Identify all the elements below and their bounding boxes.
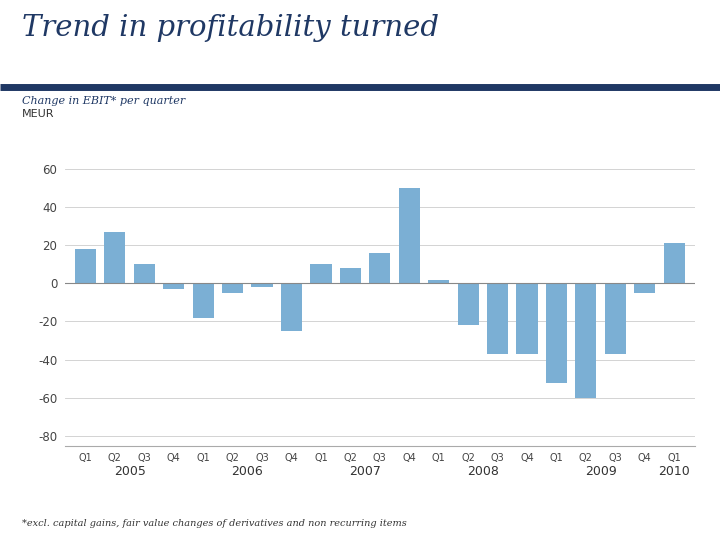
Text: 2007: 2007 — [349, 464, 381, 477]
Text: MEUR: MEUR — [22, 109, 54, 119]
Text: 2008: 2008 — [467, 464, 499, 477]
Bar — [634, 284, 655, 293]
Text: 2005: 2005 — [114, 464, 145, 477]
Bar — [369, 253, 390, 284]
Bar — [192, 284, 214, 318]
Bar — [310, 264, 331, 284]
Bar — [222, 284, 243, 293]
Text: 2006: 2006 — [231, 464, 264, 477]
Text: Trend in profitability turned: Trend in profitability turned — [22, 14, 438, 42]
Bar — [487, 284, 508, 354]
Bar — [605, 284, 626, 354]
Text: 2010: 2010 — [658, 464, 690, 477]
Bar — [281, 284, 302, 331]
Text: 2009: 2009 — [585, 464, 616, 477]
Bar — [664, 243, 685, 284]
Bar — [428, 280, 449, 284]
Bar — [340, 268, 361, 284]
Bar — [75, 249, 96, 284]
Text: *excl. capital gains, fair value changes of derivatives and non recurring items: *excl. capital gains, fair value changes… — [22, 519, 406, 528]
Bar — [516, 284, 538, 354]
Bar — [575, 284, 596, 398]
Bar — [104, 232, 125, 284]
Bar — [251, 284, 273, 287]
Bar — [399, 188, 420, 284]
Bar — [163, 284, 184, 289]
Bar — [134, 264, 155, 284]
Text: Change in EBIT* per quarter: Change in EBIT* per quarter — [22, 96, 185, 106]
Bar — [457, 284, 479, 325]
Bar — [546, 284, 567, 382]
